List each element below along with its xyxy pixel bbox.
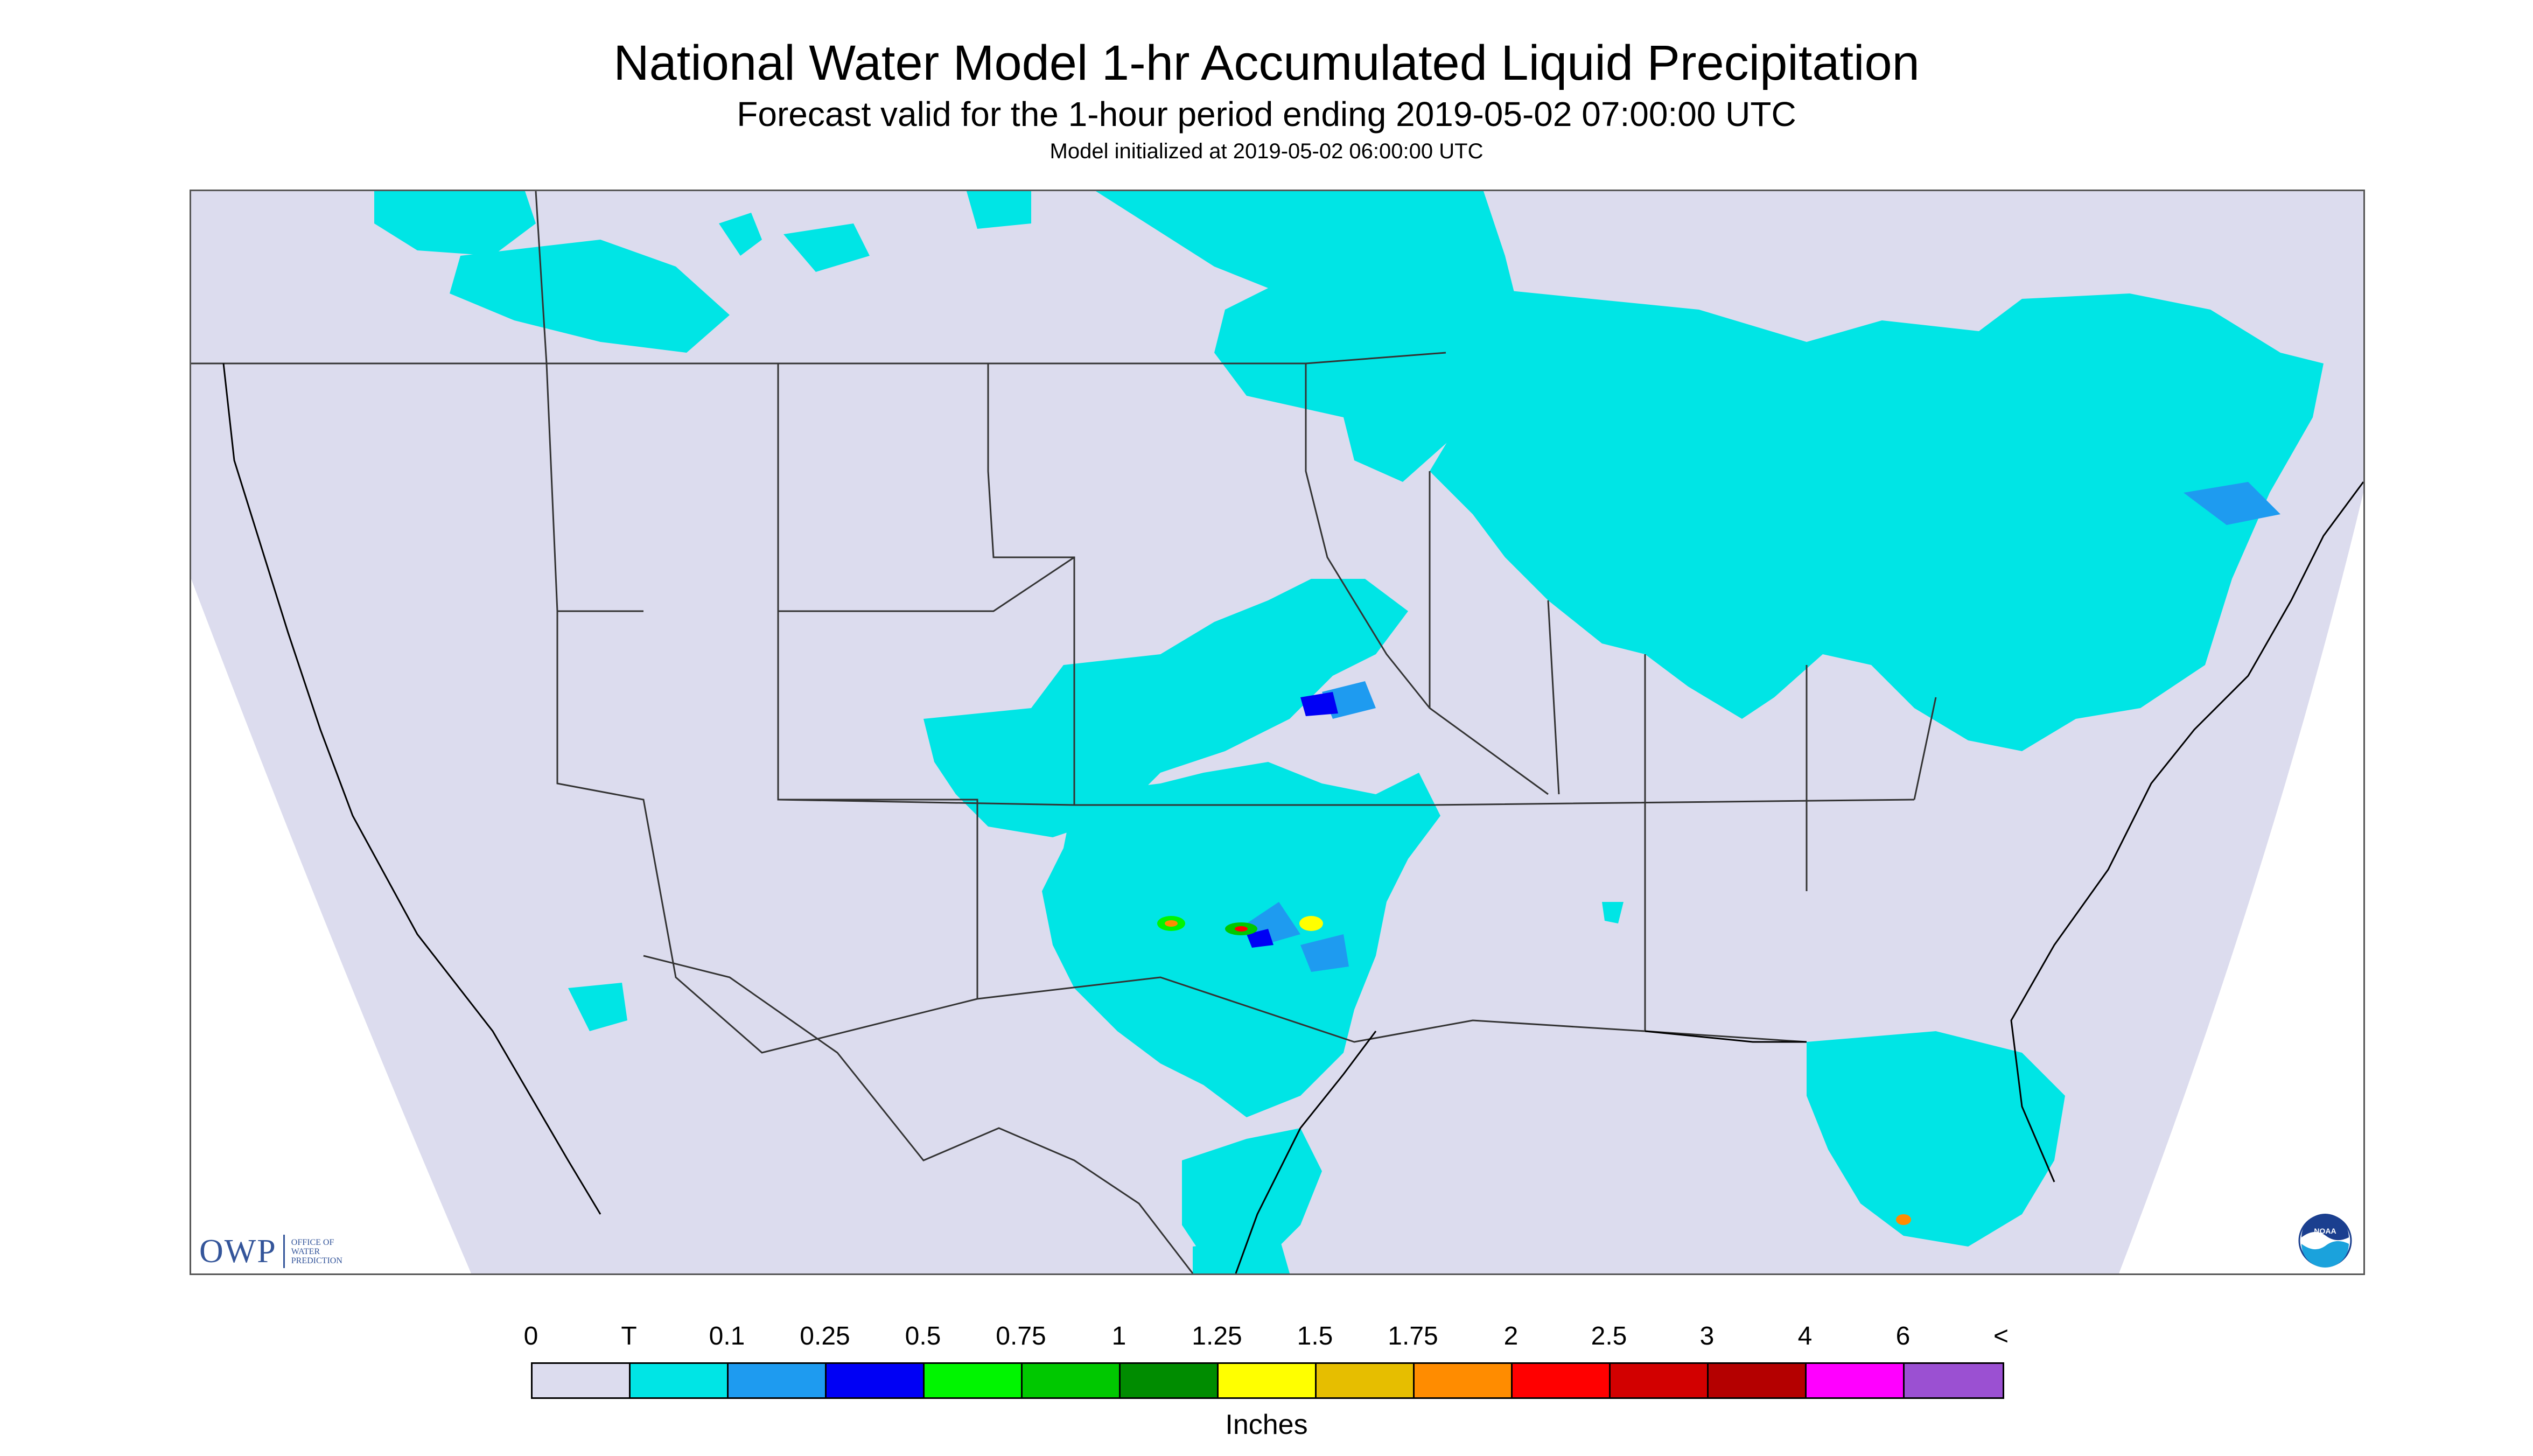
legend-swatch [1513,1364,1611,1397]
legend-swatch [729,1364,827,1397]
legend-tick-label: 1.75 [1388,1322,1438,1350]
legend-color-bar [531,1362,2004,1399]
legend-swatch [631,1364,729,1397]
owp-office-name: OFFICE OF WATER PREDICTION [291,1237,342,1265]
legend-swatch [925,1364,1023,1397]
precip-heavy-areas [1247,692,1338,948]
legend-swatch [1415,1364,1513,1397]
legend-tick-label: 0.5 [905,1322,941,1350]
legend-swatch [1219,1364,1317,1397]
legend-tick-label: T [621,1322,637,1350]
legend-swatch [1611,1364,1709,1397]
legend-swatch [1905,1364,2003,1397]
precip-intense-cores [1157,916,1911,1225]
legend-tick-label: 0.75 [996,1322,1046,1350]
legend-tick-label: 2.5 [1591,1322,1627,1350]
legend-tick-label: 0.1 [709,1322,745,1350]
legend-swatch [1121,1364,1219,1397]
owp-divider [283,1235,285,1268]
legend-swatch [1023,1364,1121,1397]
precip-trace-areas [374,191,2324,1273]
legend-tick-label: 2 [1503,1322,1519,1350]
legend-tick-label: 0.25 [800,1322,850,1350]
state-boundaries [191,191,1937,1054]
legend-swatch [1709,1364,1807,1397]
legend-labels: 0 T 0.1 0.25 0.5 0.75 1 1.25 1.5 1.75 2 2.5 3 4 6 < [524,1321,2028,1354]
forecast-valid-subtitle: Forecast valid for the 1-hour period end… [737,95,1796,134]
legend-tick-label: < [1993,1322,2009,1350]
legend-swatch [1807,1364,1905,1397]
legend-tick-label: 6 [1895,1322,1911,1350]
noaa-logo: NOAA [2298,1214,2352,1268]
legend-tick-label: 1.5 [1297,1322,1333,1350]
legend-tick-label: 1 [1111,1322,1126,1350]
legend-swatch [533,1364,631,1397]
precipitation-map [190,190,2365,1275]
chart-title: National Water Model 1-hr Accumulated Li… [613,36,1920,90]
coastline [222,363,2363,1273]
legend-tick-label: 3 [1699,1322,1715,1350]
svg-text:NOAA: NOAA [2314,1227,2336,1235]
legend-swatch [1317,1364,1415,1397]
owp-logo: OWP OFFICE OF WATER PREDICTION [199,1230,342,1273]
model-initialized-note: Model initialized at 2019-05-02 06:00:00… [1049,139,1484,163]
legend-tick-label: 0 [523,1322,538,1350]
legend-tick-label: 1.25 [1192,1322,1242,1350]
legend-units-label: Inches [1225,1409,1308,1440]
owp-wordmark: OWP [199,1233,277,1270]
legend-tick-label: 4 [1797,1322,1813,1350]
legend-swatch [827,1364,925,1397]
international-border [643,955,1194,1273]
